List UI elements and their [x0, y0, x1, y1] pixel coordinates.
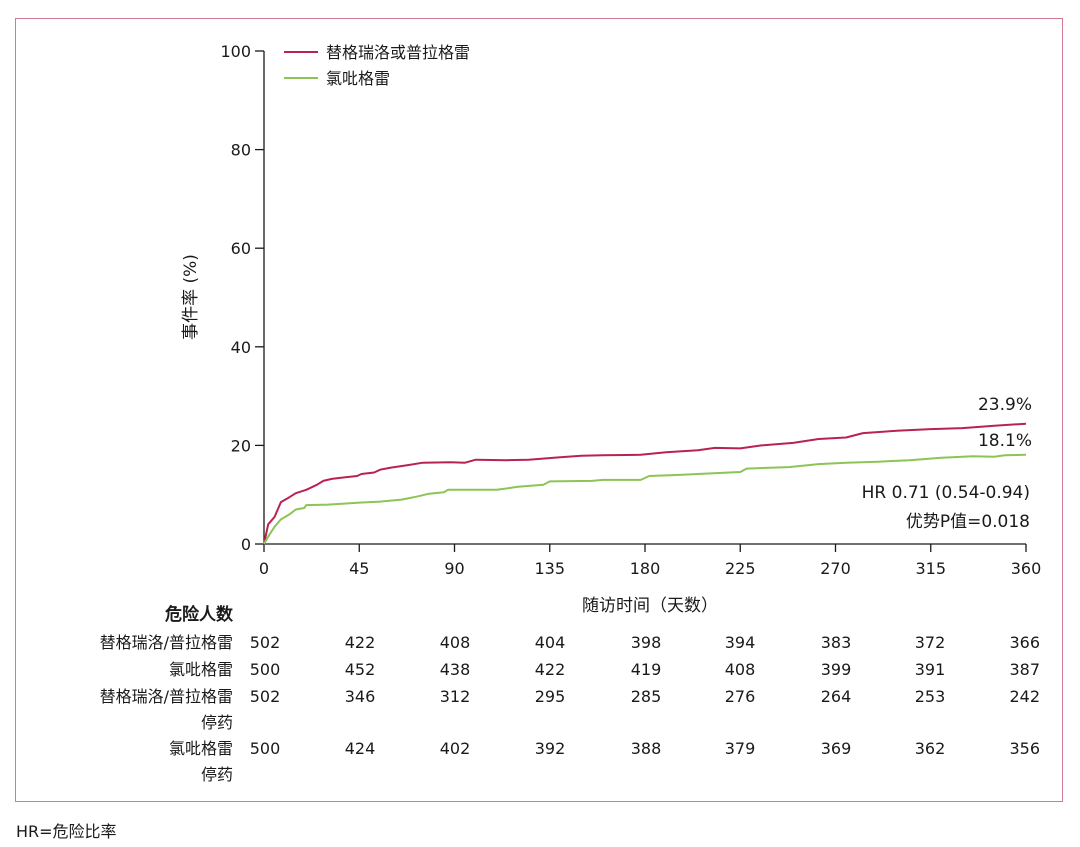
series-line-1	[263, 453, 1027, 545]
x-tick-label: 315	[915, 559, 946, 578]
risk-cell: 394	[725, 633, 756, 652]
risk-cell: 419	[631, 660, 662, 679]
risk-cell: 346	[345, 687, 376, 706]
risk-table-title: 危险人数	[164, 604, 234, 625]
series-end-label-1: 18.1%	[978, 431, 1032, 451]
risk-cell: 404	[535, 633, 566, 652]
risk-cell: 502	[250, 687, 281, 706]
risk-cell: 295	[535, 687, 566, 706]
risk-cell: 399	[821, 660, 852, 679]
risk-cell: 372	[915, 633, 946, 652]
risk-cell: 388	[631, 739, 662, 758]
risk-row-label: 停药	[201, 765, 233, 784]
risk-row-label: 氯吡格雷	[169, 739, 233, 758]
risk-row-label: 停药	[201, 713, 233, 732]
risk-cell: 312	[440, 687, 471, 706]
risk-cell: 391	[915, 660, 946, 679]
risk-cell: 422	[345, 633, 376, 652]
risk-cell: 398	[631, 633, 662, 652]
risk-cell: 366	[1009, 633, 1040, 652]
risk-cell: 387	[1009, 660, 1040, 679]
y-tick-label: 80	[231, 141, 251, 160]
stat-annotation: HR 0.71 (0.54-0.94)	[862, 483, 1030, 503]
y-tick-label: 40	[231, 338, 251, 357]
x-tick-label: 0	[259, 559, 269, 578]
risk-cell: 392	[535, 739, 566, 758]
x-tick-label: 225	[725, 559, 756, 578]
risk-cell: 424	[345, 739, 376, 758]
x-tick-label: 135	[534, 559, 565, 578]
risk-cell: 408	[725, 660, 756, 679]
risk-cell: 285	[631, 687, 662, 706]
risk-row-label: 替格瑞洛/普拉格雷	[100, 633, 233, 652]
risk-cell: 264	[821, 687, 852, 706]
series-lines	[263, 422, 1027, 545]
risk-cell: 452	[345, 660, 376, 679]
risk-cell: 500	[250, 660, 281, 679]
x-tick-label: 270	[820, 559, 851, 578]
stat-annotation: 优势P值=0.018	[906, 512, 1030, 532]
risk-cell: 500	[250, 739, 281, 758]
axes: 0 20 40 60 80 100 0 45 90 135 180 225 270 315 360 事件率 (…	[181, 42, 1041, 616]
figure-frame	[15, 18, 1063, 802]
risk-cell: 276	[725, 687, 756, 706]
risk-cell: 383	[821, 633, 852, 652]
risk-cell: 438	[440, 660, 471, 679]
y-axis-title: 事件率 (%)	[181, 254, 201, 340]
x-tick-label: 45	[349, 559, 369, 578]
legend-label-0: 替格瑞洛或普拉格雷	[326, 43, 470, 62]
x-tick-label: 360	[1011, 559, 1042, 578]
y-tick-label: 60	[231, 239, 251, 258]
risk-cell: 253	[915, 687, 946, 706]
x-axis-title: 随访时间（天数）	[582, 596, 718, 616]
series-line-0	[263, 422, 1027, 545]
risk-row-label: 替格瑞洛/普拉格雷	[100, 687, 233, 706]
footnote: HR=危险比率	[16, 822, 117, 841]
risk-cell: 402	[440, 739, 471, 758]
legend-label-1: 氯吡格雷	[326, 69, 390, 88]
risk-cell: 356	[1009, 739, 1040, 758]
x-tick-label: 90	[444, 559, 464, 578]
risk-cell: 422	[535, 660, 566, 679]
y-tick-label: 20	[231, 436, 251, 455]
risk-row-label: 氯吡格雷	[169, 660, 233, 679]
y-tick-label: 100	[220, 42, 251, 61]
risk-cell: 502	[250, 633, 281, 652]
risk-cell: 362	[915, 739, 946, 758]
x-tick-label: 180	[630, 559, 661, 578]
risk-cell: 408	[440, 633, 471, 652]
annotations: 23.9% 18.1% HR 0.71 (0.54-0.94) 优势P值=0.018	[862, 395, 1032, 532]
risk-cell: 379	[725, 739, 756, 758]
y-tick-label: 0	[241, 535, 251, 554]
risk-cell: 242	[1009, 687, 1040, 706]
risk-cell: 369	[821, 739, 852, 758]
series-end-label-0: 23.9%	[978, 395, 1032, 415]
